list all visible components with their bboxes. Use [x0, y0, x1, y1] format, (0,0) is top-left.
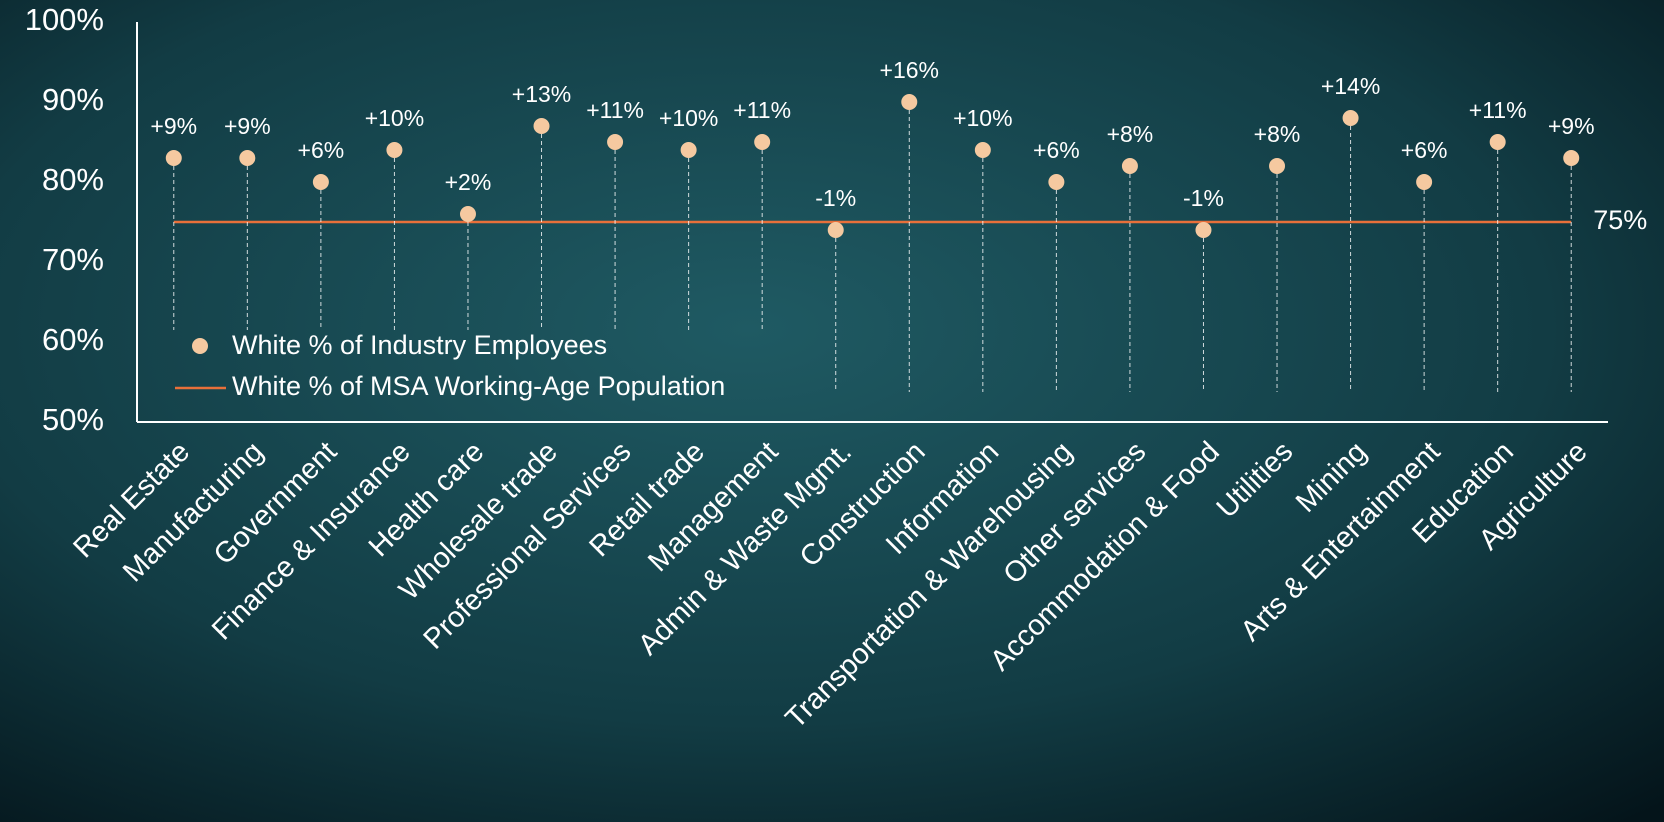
y-tick-label: 90% — [42, 82, 104, 117]
annotation: +11% — [1469, 97, 1527, 123]
annotation: +10% — [659, 105, 718, 131]
annotation: +16% — [880, 57, 939, 83]
dot — [1489, 134, 1506, 150]
annotation: +9% — [1548, 113, 1595, 139]
dot — [827, 222, 844, 238]
dot — [459, 206, 476, 222]
annotation: +13% — [512, 81, 571, 107]
annotation: -1% — [815, 185, 856, 211]
annotation: +8% — [1254, 121, 1301, 147]
dot — [680, 142, 697, 158]
dot — [607, 134, 624, 150]
y-tick-label: 70% — [42, 242, 104, 277]
y-tick-label: 60% — [42, 322, 104, 357]
dot — [1269, 158, 1286, 174]
dot — [901, 94, 918, 110]
annotation: -1% — [1183, 185, 1224, 211]
dot — [165, 150, 182, 166]
legend-label: White % of MSA Working-Age Population — [232, 371, 725, 401]
annotation: +8% — [1107, 121, 1154, 147]
annotation: +11% — [586, 97, 644, 123]
legend-marker — [192, 338, 208, 354]
annotation: +10% — [953, 105, 1012, 131]
dot — [754, 134, 771, 150]
annotation: +9% — [224, 113, 271, 139]
dot — [1563, 150, 1580, 166]
dot — [1121, 158, 1138, 174]
dot — [1342, 110, 1359, 126]
annotation: +14% — [1321, 73, 1380, 99]
dot — [1195, 222, 1212, 238]
dot — [1416, 174, 1433, 190]
dot — [1048, 174, 1065, 190]
dot — [533, 118, 550, 134]
dot — [974, 142, 991, 158]
y-tick-label: 80% — [42, 162, 104, 197]
annotation: +10% — [365, 105, 424, 131]
dot — [239, 150, 256, 166]
annotation: +6% — [298, 137, 345, 163]
annotation: +2% — [445, 169, 492, 195]
legend-label: White % of Industry Employees — [232, 330, 607, 360]
y-tick-label: 50% — [42, 402, 104, 437]
annotation: +9% — [150, 113, 197, 139]
annotation: +6% — [1401, 137, 1448, 163]
annotation: +11% — [733, 97, 791, 123]
dot — [386, 142, 403, 158]
annotation: +6% — [1033, 137, 1080, 163]
reference-label: 75% — [1593, 205, 1647, 235]
dot — [312, 174, 329, 190]
y-tick-label: 100% — [25, 2, 104, 37]
